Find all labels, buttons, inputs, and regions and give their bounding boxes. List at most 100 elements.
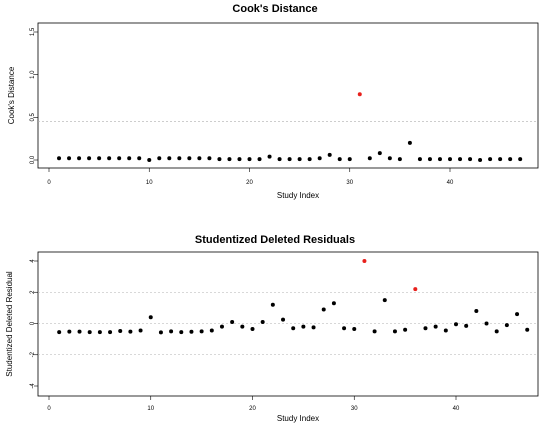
y-tick-label: 0.0 xyxy=(30,155,36,164)
data-point xyxy=(468,157,473,162)
y-axis-label: Cook's Distance xyxy=(7,66,16,124)
data-point xyxy=(167,156,172,161)
x-tick-label: 30 xyxy=(346,180,353,186)
data-point xyxy=(342,326,347,331)
data-point xyxy=(307,157,312,162)
plot-frame xyxy=(37,22,539,169)
data-point xyxy=(311,325,316,330)
y-tick-label: 4 xyxy=(30,259,36,263)
data-point xyxy=(397,157,402,162)
y-tick-label: 1.0 xyxy=(30,70,36,79)
data-point xyxy=(525,327,530,332)
data-point xyxy=(337,157,342,162)
data-point xyxy=(423,326,428,331)
data-point xyxy=(301,324,306,329)
data-point xyxy=(118,329,123,333)
plot-frame xyxy=(37,251,539,397)
data-point xyxy=(169,329,174,334)
data-point xyxy=(347,157,352,162)
data-point xyxy=(515,312,520,317)
chart-title: Cook's Distance xyxy=(232,3,317,15)
x-tick-label: 20 xyxy=(249,406,256,412)
data-point xyxy=(387,156,392,161)
data-point xyxy=(87,156,92,161)
x-axis-label: Study Index xyxy=(277,191,319,200)
data-point xyxy=(127,156,132,161)
data-point xyxy=(97,156,102,161)
data-point xyxy=(297,157,302,162)
data-point xyxy=(77,156,82,161)
y-tick-label: 0 xyxy=(30,321,36,325)
chart-panel-1: Cook's Distance Study Index Cook's Distanc… xyxy=(7,3,539,200)
data-point xyxy=(128,329,133,334)
data-point xyxy=(372,329,377,334)
data-point xyxy=(474,309,479,313)
data-point xyxy=(287,157,292,162)
data-point xyxy=(498,157,503,162)
data-point xyxy=(484,321,489,326)
data-point xyxy=(179,330,184,335)
highlighted-data-point xyxy=(362,259,367,263)
data-point xyxy=(437,157,442,162)
data-point xyxy=(187,156,192,161)
data-point xyxy=(464,323,469,328)
data-point xyxy=(177,156,182,161)
data-point xyxy=(407,140,412,145)
data-point xyxy=(382,298,387,303)
data-point xyxy=(392,329,397,334)
data-point xyxy=(321,307,326,312)
data-point xyxy=(240,324,245,329)
data-point xyxy=(443,328,448,333)
data-point xyxy=(67,156,72,161)
data-point xyxy=(277,157,282,162)
data-point xyxy=(67,329,72,334)
data-point xyxy=(508,157,513,162)
chart-panel-2: Studentized Deleted Residuals Study Index… xyxy=(5,234,539,423)
data-point xyxy=(250,326,255,331)
data-point xyxy=(209,328,214,333)
data-point xyxy=(448,157,452,162)
data-point xyxy=(87,330,92,335)
highlighted-data-point xyxy=(357,92,362,97)
data-point xyxy=(137,156,142,161)
highlighted-data-point xyxy=(413,287,418,292)
data-point xyxy=(108,330,113,335)
x-tick-label: 40 xyxy=(453,406,460,412)
data-point xyxy=(77,329,82,334)
x-tick-label: 20 xyxy=(246,180,253,186)
data-point xyxy=(227,157,232,162)
data-point xyxy=(377,151,382,156)
data-point xyxy=(199,329,204,334)
data-point xyxy=(237,157,242,162)
data-point xyxy=(148,315,153,320)
x-tick-label: 40 xyxy=(447,180,454,186)
y-axis-label: Studentized Deleted Residual xyxy=(5,271,14,377)
data-point xyxy=(403,327,408,332)
data-point xyxy=(327,152,332,157)
data-point xyxy=(147,158,152,162)
y-tick-label: 2 xyxy=(30,290,36,294)
data-point xyxy=(107,156,112,161)
data-point xyxy=(230,319,235,324)
y-tick-label: -2 xyxy=(30,351,36,357)
data-point xyxy=(504,323,509,328)
data-point xyxy=(494,329,499,334)
data-point xyxy=(219,324,224,329)
data-point xyxy=(367,156,372,161)
data-point xyxy=(247,157,252,162)
data-point xyxy=(331,301,336,306)
data-point xyxy=(57,330,62,335)
data-point xyxy=(57,156,62,161)
x-tick-label: 0 xyxy=(47,180,51,186)
data-point xyxy=(189,329,194,334)
data-point xyxy=(260,319,265,324)
data-point xyxy=(454,322,458,327)
data-point xyxy=(317,156,322,161)
data-point xyxy=(518,157,523,162)
data-point xyxy=(197,156,202,161)
x-tick-label: 0 xyxy=(47,406,51,412)
data-point xyxy=(427,157,432,162)
data-point xyxy=(478,158,483,162)
data-point xyxy=(157,156,162,161)
